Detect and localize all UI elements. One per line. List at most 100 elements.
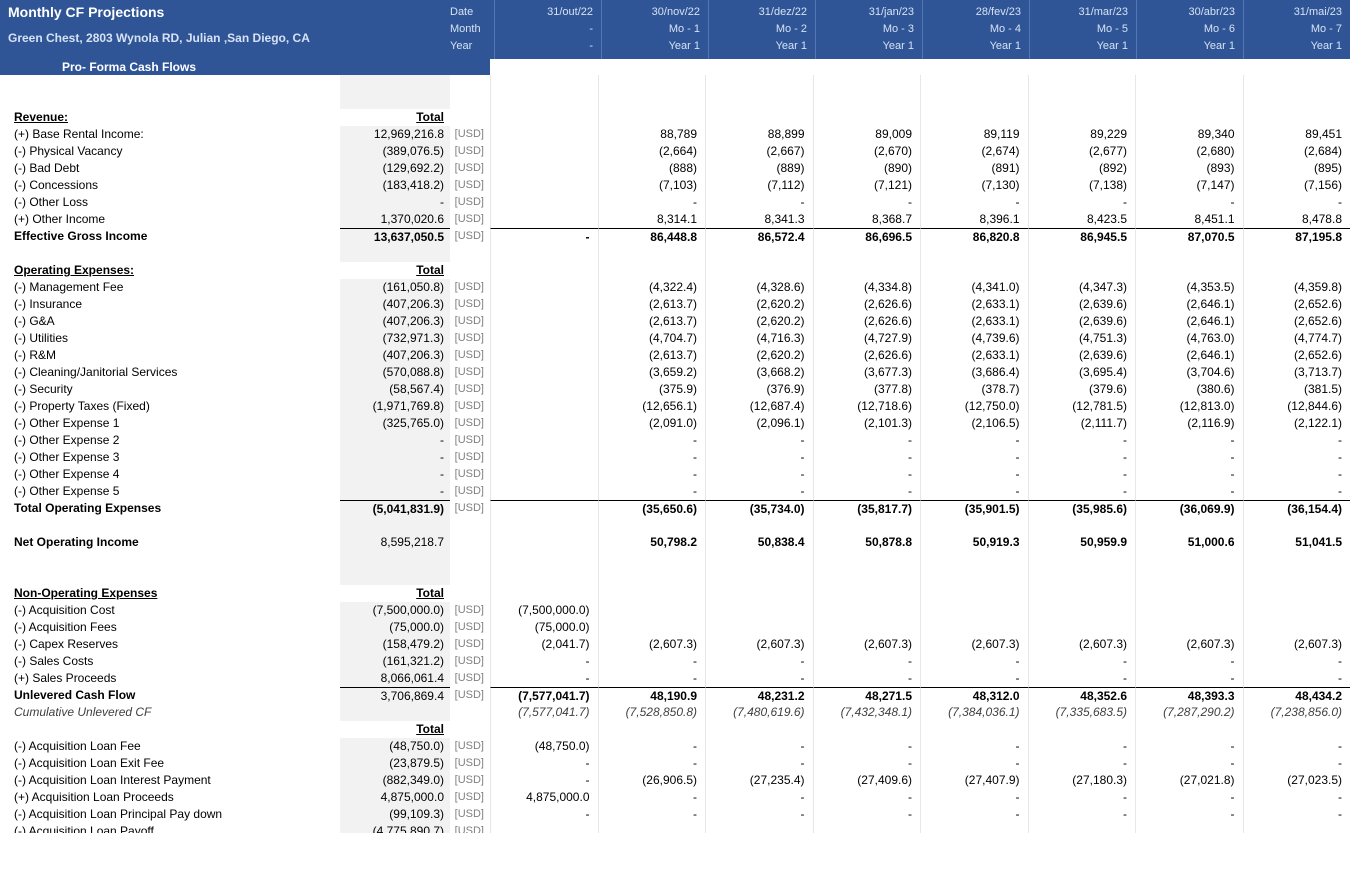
- cell: 4,875,000.0: [490, 789, 598, 806]
- row-unit: [USD]: [450, 449, 490, 466]
- spacer-row: [0, 75, 1350, 92]
- cell: -: [1135, 194, 1243, 211]
- cell: -: [1135, 670, 1243, 687]
- cell: 50,798.2: [598, 534, 706, 551]
- cell: (7,156): [1243, 177, 1350, 194]
- cell: -: [1243, 670, 1350, 687]
- spacer-row: [0, 92, 1350, 109]
- cell: -: [1135, 738, 1243, 755]
- cell: (3,713.7): [1243, 364, 1350, 381]
- cell: (3,695.4): [1028, 364, 1136, 381]
- header-col: 31/mar/23Mo - 5Year 1: [1029, 0, 1136, 59]
- cell: 8,423.5: [1028, 211, 1136, 228]
- row-label: Total Operating Expenses: [0, 500, 340, 517]
- cell: (2,667): [705, 143, 813, 160]
- cell: [920, 602, 1028, 619]
- cell: [490, 483, 598, 500]
- header-bar: Monthly CF Projections Green Chest, 2803…: [0, 0, 1350, 59]
- cell: -: [490, 772, 598, 789]
- row-total: (389,076.5): [340, 143, 450, 160]
- cell: (35,817.7): [813, 500, 921, 517]
- header-date-columns: 31/out/22--30/nov/22Mo - 1Year 131/dez/2…: [494, 0, 1350, 59]
- cell: (2,652.6): [1243, 296, 1350, 313]
- cell: [490, 160, 598, 177]
- section-header: Non-Operating ExpensesTotal: [0, 585, 1350, 602]
- cell: (2,607.3): [1028, 636, 1136, 653]
- cell: -: [598, 738, 706, 755]
- cell: [920, 823, 1028, 833]
- cell: [1243, 619, 1350, 636]
- cumulative-cf-row: Cumulative Unlevered CF(7,577,041.7)(7,5…: [0, 704, 1350, 721]
- row-unit: [USD]: [450, 823, 490, 833]
- cell: [1028, 823, 1136, 833]
- cell: (7,287,290.2): [1135, 704, 1243, 721]
- cell: -: [1135, 789, 1243, 806]
- cell: [490, 364, 598, 381]
- cell: 89,451: [1243, 126, 1350, 143]
- cell: -: [813, 738, 921, 755]
- cell: (7,335,683.5): [1028, 704, 1136, 721]
- cell: (2,680): [1135, 143, 1243, 160]
- row-unit: [USD]: [450, 619, 490, 636]
- row-unit: [450, 534, 490, 551]
- cell: 51,041.5: [1243, 534, 1350, 551]
- cell: -: [705, 432, 813, 449]
- cell: -: [813, 789, 921, 806]
- cell: [490, 449, 598, 466]
- cell: (888): [598, 160, 706, 177]
- section-header: Revenue:Total: [0, 109, 1350, 126]
- cell: (2,677): [1028, 143, 1136, 160]
- row-label: (-) Other Expense 2: [0, 432, 340, 449]
- cell: (892): [1028, 160, 1136, 177]
- cell: (2,633.1): [920, 313, 1028, 330]
- row-total: (161,050.8): [340, 279, 450, 296]
- cell: (7,103): [598, 177, 706, 194]
- cell: (27,235.4): [705, 772, 813, 789]
- row-label: (-) Bad Debt: [0, 160, 340, 177]
- cell: (895): [1243, 160, 1350, 177]
- cell: (7,577,041.7): [490, 687, 598, 704]
- cell: -: [1028, 194, 1136, 211]
- cell: 86,820.8: [920, 228, 1028, 245]
- cell: -: [598, 670, 706, 687]
- cell: [490, 466, 598, 483]
- hdr-year: Year 1: [816, 38, 914, 55]
- cell: (2,620.2): [705, 296, 813, 313]
- cell: -: [1028, 738, 1136, 755]
- cell: -: [1135, 806, 1243, 823]
- row-total: 3,706,869.4: [340, 687, 450, 704]
- hdr-month: Mo - 7: [1244, 21, 1342, 38]
- cell: -: [1135, 653, 1243, 670]
- row-label: (-) Property Taxes (Fixed): [0, 398, 340, 415]
- cell: (2,639.6): [1028, 296, 1136, 313]
- cell: -: [1028, 483, 1136, 500]
- cell: [1028, 619, 1136, 636]
- section-header: Total: [0, 721, 1350, 738]
- cell: (891): [920, 160, 1028, 177]
- cell: -: [705, 738, 813, 755]
- cell: [1028, 602, 1136, 619]
- header-col: 28/fev/23Mo - 4Year 1: [922, 0, 1029, 59]
- cell: -: [1243, 653, 1350, 670]
- cell: -: [1135, 466, 1243, 483]
- cell: (35,734.0): [705, 500, 813, 517]
- cell: -: [598, 449, 706, 466]
- row-total: (48,750.0): [340, 738, 450, 755]
- cell: (3,668.2): [705, 364, 813, 381]
- row-total: (129,692.2): [340, 160, 450, 177]
- cell: 50,919.3: [920, 534, 1028, 551]
- row-unit: [USD]: [450, 687, 490, 704]
- table-row: (-) Insurance(407,206.3)[USD](2,613.7)(2…: [0, 296, 1350, 313]
- row-label: (-) G&A: [0, 313, 340, 330]
- cell: (27,023.5): [1243, 772, 1350, 789]
- cell: -: [1028, 449, 1136, 466]
- row-total: (7,500,000.0): [340, 602, 450, 619]
- cell: (4,328.6): [705, 279, 813, 296]
- cell: -: [1135, 483, 1243, 500]
- hdr-date: 31/mai/23: [1244, 4, 1342, 21]
- cell: (2,101.3): [813, 415, 921, 432]
- cell: (889): [705, 160, 813, 177]
- cell: (7,130): [920, 177, 1028, 194]
- cell: 89,229: [1028, 126, 1136, 143]
- cell: (378.7): [920, 381, 1028, 398]
